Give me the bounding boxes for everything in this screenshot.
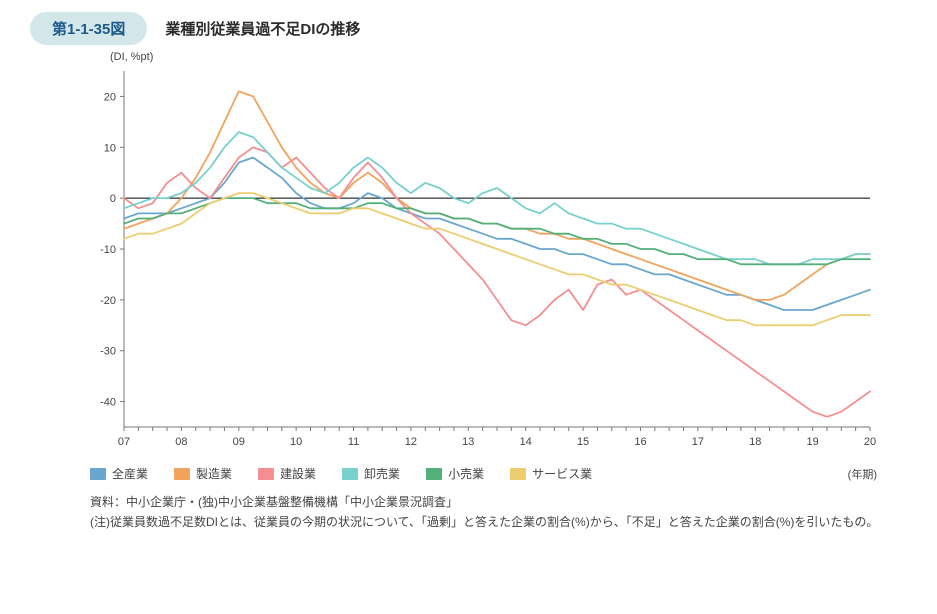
- legend-item-all: 全産業: [90, 465, 148, 482]
- figure-badge: 第1-1-35図: [30, 12, 147, 45]
- series-all: [124, 158, 870, 311]
- legend-label: 小売業: [448, 465, 484, 482]
- svg-text:18: 18: [749, 436, 761, 448]
- figure-title: 業種別従業員過不足DIの推移: [165, 18, 360, 39]
- svg-text:10: 10: [290, 436, 302, 448]
- legend-swatch: [342, 468, 358, 480]
- footnote-note: (注)従業員数過不足数DIとは、従業員の今期の状況について、「過剰」と答えた企業…: [90, 512, 890, 532]
- svg-text:-20: -20: [100, 295, 116, 307]
- footnote-source: 資料：中小企業庁・(独)中小企業基盤整備機構「中小企業景況調査」: [90, 492, 890, 512]
- svg-text:08: 08: [175, 436, 187, 448]
- svg-text:0: 0: [110, 193, 116, 205]
- series-mfg: [124, 91, 870, 300]
- svg-text:11: 11: [348, 436, 359, 448]
- figure-header: 第1-1-35図 業種別従業員過不足DIの推移: [30, 12, 907, 45]
- legend-label: 建設業: [280, 465, 316, 482]
- svg-text:19: 19: [806, 436, 818, 448]
- legend-item-service: サービス業: [510, 465, 592, 482]
- svg-text:12: 12: [405, 436, 417, 448]
- y-unit-label: (DI, %pt): [110, 51, 907, 63]
- legend: 全産業 製造業 建設業 卸売業 小売業 サービス業 (年期): [90, 465, 907, 482]
- svg-text:14: 14: [520, 436, 532, 448]
- legend-item-const: 建設業: [258, 465, 316, 482]
- footnotes: 資料：中小企業庁・(独)中小企業基盤整備機構「中小企業景況調査」 (注)従業員数…: [90, 492, 890, 533]
- svg-text:07: 07: [118, 436, 130, 448]
- svg-text:15: 15: [577, 436, 589, 448]
- legend-label: 製造業: [196, 465, 232, 482]
- x-unit-label: (年期): [848, 466, 877, 482]
- series-service: [124, 193, 870, 325]
- svg-text:20: 20: [864, 436, 876, 448]
- svg-text:13: 13: [462, 436, 474, 448]
- series-retail: [124, 198, 870, 264]
- legend-swatch: [258, 468, 274, 480]
- legend-item-retail: 小売業: [426, 465, 484, 482]
- legend-label: サービス業: [532, 465, 592, 482]
- legend-label: 卸売業: [364, 465, 400, 482]
- svg-text:20: 20: [104, 91, 116, 103]
- legend-swatch: [90, 468, 106, 480]
- svg-text:10: 10: [104, 142, 116, 154]
- svg-text:-40: -40: [100, 397, 116, 409]
- legend-swatch: [174, 468, 190, 480]
- legend-label: 全産業: [112, 465, 148, 482]
- svg-text:17: 17: [692, 436, 704, 448]
- svg-text:09: 09: [233, 436, 245, 448]
- svg-text:-10: -10: [100, 244, 116, 256]
- chart-container: (DI, %pt) 20 10 0 -10 -20 -30 -40 07 08 09 10 11 12 1…: [80, 51, 907, 455]
- legend-item-mfg: 製造業: [174, 465, 232, 482]
- legend-item-whole: 卸売業: [342, 465, 400, 482]
- legend-swatch: [510, 468, 526, 480]
- line-chart: 20 10 0 -10 -20 -30 -40 07 08 09 10 11 12 13 14 15 16 17 1…: [80, 65, 880, 455]
- legend-swatch: [426, 468, 442, 480]
- svg-text:16: 16: [634, 436, 646, 448]
- svg-text:-30: -30: [100, 346, 116, 358]
